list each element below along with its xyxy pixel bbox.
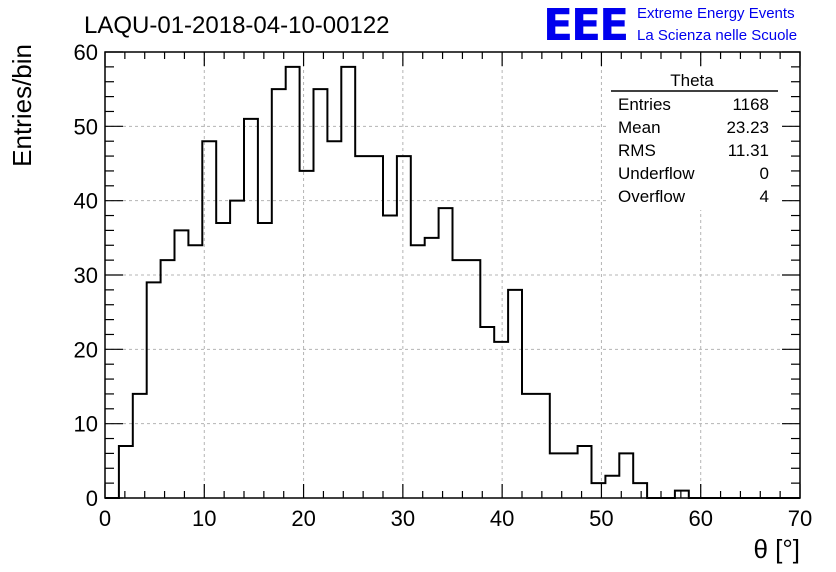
y-tick-label: 10 [74, 412, 98, 437]
y-tick-labels: 0 10 20 30 40 50 60 [74, 40, 98, 511]
stats-row-label: Mean [618, 118, 661, 137]
histogram-bin [314, 89, 328, 498]
stats-row-value: 0 [760, 164, 769, 183]
x-tick-label: 0 [99, 506, 111, 531]
histogram-bin [216, 223, 230, 498]
histogram-bin [578, 446, 592, 498]
histogram-bin [341, 67, 355, 498]
chart-title: LAQU-01-2018-04-10-00122 [84, 12, 390, 39]
x-tick-label: 20 [291, 506, 315, 531]
eee-logo: EEE Extreme Energy Events La Scienza nel… [543, 0, 797, 51]
histogram-bin [397, 156, 411, 498]
histogram-bin [466, 260, 480, 498]
histogram-bin [480, 327, 494, 498]
histogram-bin [258, 223, 272, 498]
histogram-bin [119, 446, 133, 498]
histogram-bin [564, 453, 578, 498]
stats-row-value: 23.23 [726, 118, 769, 137]
x-tick-label: 70 [788, 506, 812, 531]
histogram-bin [175, 230, 189, 498]
histogram-bin [508, 290, 522, 498]
histogram-bin [536, 394, 550, 498]
stats-row-value: 11.31 [728, 141, 769, 160]
axis-ticks [104, 51, 801, 499]
x-axis-title: θ [°] [753, 534, 800, 564]
histogram-bin [633, 483, 647, 498]
histogram-bin [300, 171, 314, 498]
x-tick-labels: 0 10 20 30 40 50 60 70 [99, 506, 812, 531]
logo-line-2: La Scienza nelle Scuole [637, 27, 797, 44]
y-tick-label: 20 [74, 337, 98, 362]
histogram-line [105, 65, 800, 499]
histogram-bin [272, 89, 286, 498]
stats-row-label: Overflow [618, 187, 686, 206]
histogram-bin [369, 156, 383, 498]
histogram-bin [355, 156, 369, 498]
stats-row-value: 4 [760, 187, 769, 206]
y-tick-label: 50 [74, 114, 98, 139]
histogram-bin [605, 476, 619, 498]
logo-line-1: Extreme Energy Events [637, 5, 795, 22]
y-tick-label: 40 [74, 189, 98, 214]
histogram-bin [286, 67, 300, 498]
stats-row-label: RMS [618, 141, 656, 160]
stats-box: Theta Entries 1168 Mean 23.23 RMS 11.31 Underf… [609, 70, 781, 210]
stats-row-label: Entries [618, 95, 671, 114]
stats-rows: Entries 1168 Mean 23.23 RMS 11.31 Underflow 0 Ov… [618, 95, 769, 206]
y-axis-title: Entries/bin [7, 44, 37, 167]
histogram-bin [675, 491, 689, 498]
histogram-bin [494, 342, 508, 498]
stats-row-value: 1168 [732, 95, 769, 114]
y-tick-label: 60 [74, 40, 98, 65]
x-tick-label: 10 [192, 506, 216, 531]
x-tick-label: 30 [391, 506, 415, 531]
histogram-bin [327, 141, 341, 498]
y-tick-label: 0 [86, 486, 98, 511]
histogram-bin [439, 208, 453, 498]
histogram-bin [161, 260, 175, 498]
logo-mark: EEE [543, 0, 627, 51]
stats-row-label: Underflow [618, 164, 695, 183]
histogram-bin [425, 238, 439, 498]
histogram-bin [147, 282, 161, 498]
histogram-bin [592, 483, 606, 498]
histogram-bin [188, 245, 202, 498]
grid [105, 52, 800, 498]
histogram-bin [133, 394, 147, 498]
histogram-bin [383, 216, 397, 498]
stats-box-background [609, 70, 781, 210]
x-tick-label: 40 [490, 506, 514, 531]
histogram-bin [522, 394, 536, 498]
x-tick-label: 60 [688, 506, 712, 531]
y-tick-label: 30 [74, 263, 98, 288]
histogram-bin [411, 245, 425, 498]
x-tick-label: 50 [589, 506, 613, 531]
histogram-bin [244, 119, 258, 498]
stats-name: Theta [670, 71, 714, 90]
histogram-bin [453, 260, 467, 498]
